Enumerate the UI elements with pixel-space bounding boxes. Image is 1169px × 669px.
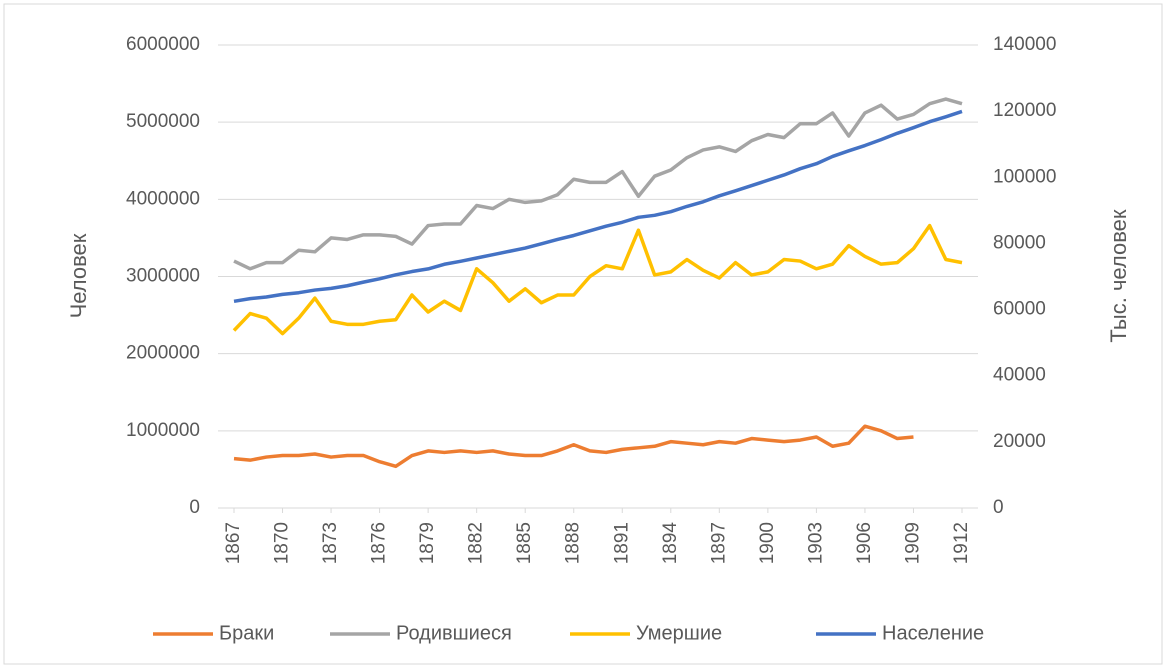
legend-label: Население [882, 622, 984, 644]
x-tick-label: 1900 [757, 522, 778, 564]
y-axis-label: Человек [66, 233, 91, 318]
x-tick-label: 1876 [369, 522, 390, 564]
series-line [233, 424, 914, 469]
y-tick-label: 4000000 [126, 188, 200, 209]
series-line [233, 109, 963, 304]
y-tick-label: 1000000 [126, 420, 200, 441]
y-tick-label: 2000000 [126, 343, 200, 364]
x-tick-label: 1903 [805, 522, 826, 564]
x-tick-label: 1894 [660, 522, 681, 565]
y2-tick-label: 120000 [993, 100, 1056, 121]
x-tick-label: 1906 [854, 522, 875, 564]
y2-axis-label: Тыс. человек [1106, 209, 1131, 342]
x-tick-label: 1891 [611, 522, 632, 564]
legend-label: Браки [219, 622, 274, 644]
y2-tick-label: 0 [993, 497, 1004, 518]
y-tick-label: 3000000 [126, 266, 200, 287]
y2-tick-label: 20000 [993, 431, 1046, 452]
y-tick-label: 0 [189, 497, 200, 518]
y2-tick-label: 100000 [993, 166, 1056, 187]
x-tick-label: 1888 [563, 522, 584, 564]
x-tick-label: 1882 [466, 522, 487, 564]
x-tick-label: 1873 [320, 522, 341, 564]
chart-frame [3, 3, 1163, 665]
y-tick-label: 5000000 [126, 111, 200, 132]
y2-tick-label: 60000 [993, 299, 1046, 320]
y2-tick-label: 140000 [993, 34, 1056, 55]
x-tick-label: 1879 [417, 522, 438, 564]
x-tick-label: 1897 [708, 522, 729, 564]
x-tick-label: 1912 [951, 522, 972, 564]
x-tick-label: 1909 [902, 522, 923, 564]
x-tick-label: 1885 [514, 522, 535, 564]
legend-label: Умершие [636, 622, 722, 644]
x-tick-label: 1870 [272, 522, 293, 564]
legend-label: Родившиеся [396, 622, 512, 644]
series-line [232, 223, 963, 336]
series-line [233, 97, 963, 271]
y2-tick-label: 40000 [993, 365, 1046, 386]
y-tick-label: 6000000 [126, 34, 200, 55]
x-tick-label: 1867 [223, 522, 244, 564]
y2-tick-label: 80000 [993, 232, 1046, 253]
